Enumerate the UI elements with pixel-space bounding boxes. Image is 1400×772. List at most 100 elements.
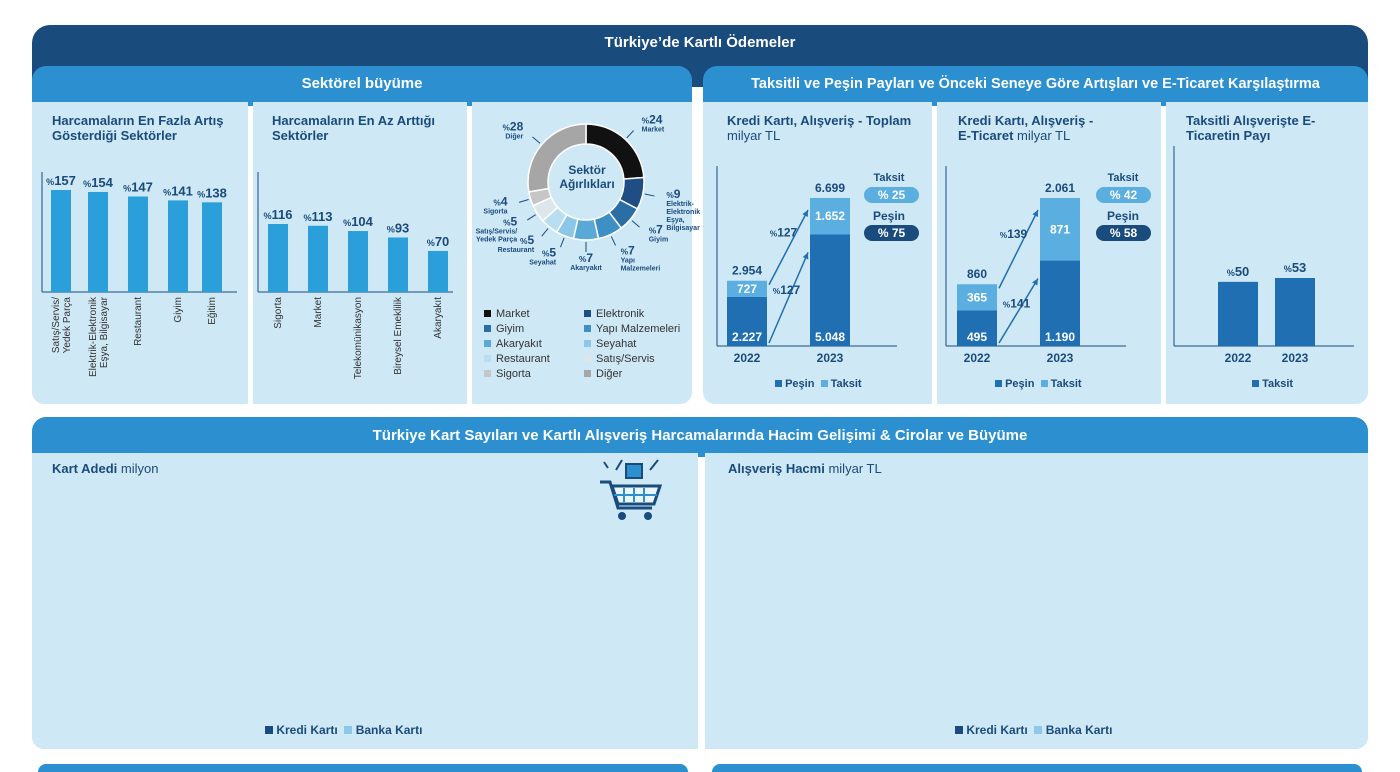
top-sectors-bar <box>51 190 71 292</box>
sectoral-header: Sektörel büyüme <box>32 66 692 106</box>
cc-total-growth-pesin: %127 <box>773 283 801 297</box>
shopping-cart-icon <box>600 459 663 520</box>
top-sectors-category-label: Eğitim <box>207 297 218 325</box>
donut-legend-item: Yapı Malzemeleri <box>584 323 689 335</box>
cc-ecom-total-label: 860 <box>967 267 987 281</box>
legend-swatch <box>584 355 591 362</box>
low-sectors-bar <box>388 237 408 292</box>
donut-leader <box>532 136 541 144</box>
donut-center-label: Sektör Ağırlıkları <box>559 163 615 191</box>
donut-category-label: Sigorta <box>483 208 507 215</box>
legend-label: Akaryakıt <box>496 338 542 350</box>
ecom-share-value-label: %53 <box>1284 260 1307 275</box>
ecom-share-bar <box>1218 281 1258 346</box>
cc-total-bar-taksit <box>727 280 767 297</box>
donut-leader <box>644 193 655 197</box>
cc-total-bar-taksit <box>810 197 850 235</box>
panel-shopping-volume <box>705 453 1368 749</box>
donut-legend-item: Sigorta <box>484 368 584 380</box>
donut-legend-item: Seyahat <box>584 338 689 350</box>
low-sectors-title: Harcamaların En Az Arttığı Sektörler <box>272 113 436 143</box>
donut-leader <box>610 236 616 246</box>
top-sectors-bar <box>202 202 222 292</box>
panel-card-count <box>32 453 698 749</box>
legend-label: Yapı Malzemeleri <box>596 323 681 335</box>
top-sectors-value-label: %157 <box>46 173 76 188</box>
donut-legend: Market Elektronik Giyim Yapı Malzemeleri Aka… <box>484 308 689 380</box>
donut-leader <box>626 130 634 139</box>
donut-leader <box>631 220 640 228</box>
low-sectors-bar <box>348 231 368 292</box>
donut-slice <box>585 123 645 180</box>
volume-header: Türkiye Kart Sayıları ve Kartlı Alışveri… <box>32 417 1368 457</box>
ecom-share-legend: Taksit <box>1252 378 1293 390</box>
donut-value-label: %9 <box>666 187 680 201</box>
donut-leader <box>527 214 536 221</box>
donut-category-label: Akaryakıt <box>570 265 602 272</box>
cc-total-total-label: 2.954 <box>732 264 762 278</box>
cc-ecom-taksit-label: 871 <box>1050 222 1070 236</box>
donut-category-label: Diğer <box>505 133 523 140</box>
donut-category-label: Market <box>642 126 665 133</box>
low-sectors-category-label: Telekomünikasyon <box>353 297 364 379</box>
top-sectors-bar <box>88 191 108 292</box>
legend-label: Market <box>496 308 530 320</box>
top-sectors-bar <box>128 196 148 292</box>
donut-value-label: %5 <box>542 245 556 259</box>
cc-total-total-label: 6.699 <box>815 181 845 195</box>
panel-ecom-share <box>1166 102 1368 404</box>
legend-label: Seyahat <box>596 338 637 350</box>
donut-legend-item: Diğer <box>584 368 689 380</box>
cc-ecom-bar-taksit <box>1040 198 1080 261</box>
legend-label: Satış/Servis <box>596 353 655 365</box>
donut-value-label: %7 <box>621 244 635 258</box>
donut-value-label: %7 <box>649 223 663 237</box>
cc-ecom-growth-arrow-taksit <box>998 209 1039 289</box>
low-sectors-category-label: Market <box>313 297 324 328</box>
cc-total-year-label: 2022 <box>734 351 761 365</box>
top-sectors-value-label: %138 <box>197 185 227 200</box>
donut-leader <box>541 228 549 237</box>
cc-ecom-bar-pesin <box>1040 260 1080 346</box>
donut-leader <box>518 198 529 203</box>
low-sectors-category-label: Bireysel Emeklilik <box>393 296 404 375</box>
cc-ecom-taksit-pill: % 42 <box>1096 187 1151 203</box>
top-sectors-category-label: Restaurant <box>133 297 144 346</box>
card-count-title: Kart Adedi milyon <box>52 461 159 476</box>
low-sectors-bar <box>308 225 328 292</box>
donut-value-label: %7 <box>579 251 593 265</box>
cc-total-bar-pesin <box>727 296 767 346</box>
cc-ecom-year-label: 2022 <box>964 351 991 365</box>
legend-label: Restaurant <box>496 353 550 365</box>
top-sectors-category-label: Giyim <box>173 297 184 323</box>
cc-total-pesin-label: 2.227 <box>732 330 762 344</box>
top-sectors-value-label: %154 <box>83 175 114 190</box>
donut-value-label: %5 <box>503 215 517 229</box>
installment-header: Taksitli ve Peşin Payları ve Önceki Sene… <box>703 66 1368 106</box>
cc-ecom-legend: Peşin Taksit <box>995 378 1082 390</box>
cc-total-title: Kredi Kartı, Alışveriş - Toplam milyar TL <box>727 113 912 143</box>
low-sectors-value-label: %70 <box>427 234 450 249</box>
cc-total-growth-arrow-pesin <box>768 252 809 344</box>
legend-swatch <box>584 340 591 347</box>
cc-ecom-growth-arrow-pesin <box>998 278 1039 344</box>
cc-ecom-pesin-label: 495 <box>967 330 987 344</box>
donut-category-label: Seyahat <box>529 259 557 266</box>
donut-category-label: Elektrik-Elektronik Eşya, Bilgisayar <box>666 201 700 232</box>
ecom-share-bar <box>1275 278 1315 346</box>
ecom-share-title: Taksitli Alışverişte E-Ticaretin Payı <box>1186 113 1316 143</box>
legend-swatch <box>584 325 591 332</box>
donut-value-label: %4 <box>493 194 507 208</box>
donut-category-label: Satış/Servis/Yedek Parça <box>476 229 518 244</box>
cc-ecom-bar-pesin <box>957 310 997 346</box>
cc-total-pesin-label: 5.048 <box>815 330 845 344</box>
cc-total-bar-pesin <box>810 234 850 346</box>
shopping-volume-legend: Kredi Kartı Banka Kartı <box>955 723 1112 737</box>
ecom-share-year-label: 2022 <box>1225 351 1252 365</box>
top-sectors-bar <box>168 200 188 292</box>
legend-label: Giyim <box>496 323 525 335</box>
cc-total-growth-arrow-pesin-head <box>802 252 809 260</box>
donut-leader <box>560 237 565 248</box>
cc-total-taksit-pill: % 25 <box>864 187 919 203</box>
cc-ecom-growth-arrow-pesin-head <box>1032 278 1038 286</box>
